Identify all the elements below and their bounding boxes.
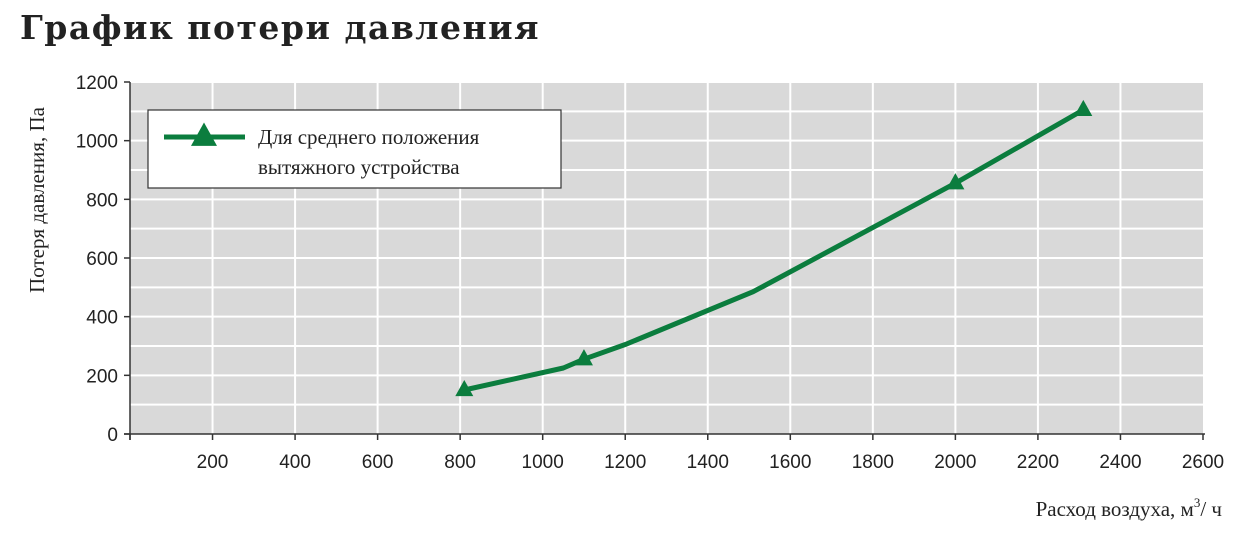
x-axis-label: Расход воздуха, м3/ ч (1036, 495, 1223, 521)
x-axis-label-superscript: 3 (1194, 495, 1201, 510)
x-tick-label: 1200 (604, 452, 646, 473)
x-tick-label: 2600 (1182, 452, 1224, 473)
chart-title: График потери давления (20, 8, 541, 47)
x-tick-label: 1000 (522, 452, 564, 473)
y-tick-label: 1200 (76, 73, 118, 94)
x-axis-label-base: Расход воздуха, м (1036, 497, 1194, 521)
legend-label-line-1: Для среднего положения (258, 125, 480, 149)
x-axis-label-unit: / ч (1200, 497, 1222, 521)
x-tick-label: 1400 (687, 452, 729, 473)
x-axis-ticks: 200 400 600 800 1000 1200 1400 1600 1800 2000 2200… (129, 434, 1224, 473)
x-tick-label: 1800 (852, 452, 894, 473)
x-tick-label: 800 (444, 452, 476, 473)
x-tick-label: 2400 (1099, 452, 1141, 473)
data-point-triangle (946, 173, 965, 190)
y-tick-label: 200 (86, 366, 118, 387)
data-point-triangle (455, 379, 474, 397)
legend-label-line-2: вытяжного устройства (258, 155, 460, 179)
x-tick-label: 200 (197, 452, 229, 473)
x-tick-label: 400 (279, 452, 311, 473)
y-tick-label: 600 (86, 249, 118, 270)
grid-lines (130, 81, 1203, 434)
axes (124, 82, 1205, 440)
y-axis-ticks: 0 200 400 600 800 1000 1200 (76, 73, 130, 446)
legend: Для среднего положения вытяжного устройс… (147, 109, 562, 189)
y-tick-label: 800 (86, 190, 118, 211)
y-tick-label: 0 (107, 425, 118, 446)
legend-triangle-marker (191, 122, 217, 146)
x-tick-label: 2200 (1017, 452, 1059, 473)
series-layer (455, 99, 1093, 397)
data-point-triangle (1074, 99, 1093, 117)
y-axis-label: Потеря давления, Па (25, 106, 49, 293)
legend-box (147, 109, 562, 189)
x-tick-label: 2000 (934, 452, 976, 473)
data-point-triangle (574, 349, 593, 366)
x-tick-label: 600 (362, 452, 394, 473)
x-tick-label: 1600 (769, 452, 811, 473)
y-tick-label: 400 (86, 308, 118, 329)
y-tick-label: 1000 (76, 132, 118, 153)
